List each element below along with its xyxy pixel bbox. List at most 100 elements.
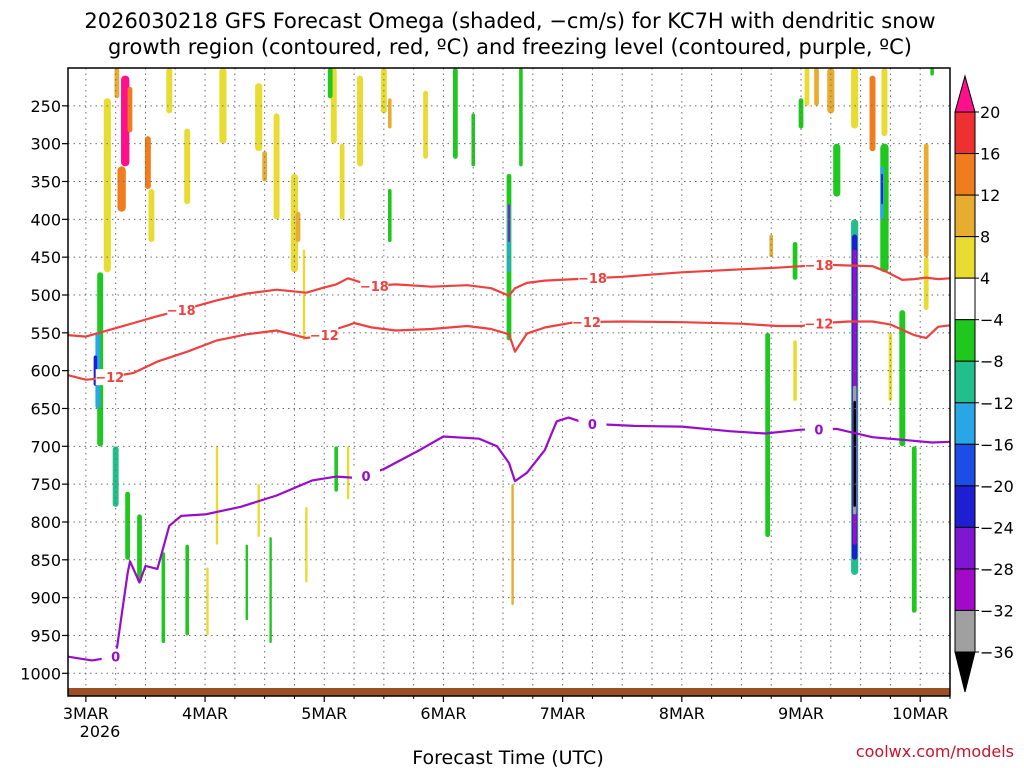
omega-cell-40 [245,544,248,621]
colorbar-label-1: 16 [980,145,1000,164]
omega-cell-4 [103,98,111,273]
freezing-level-label-1: 0 [361,470,370,485]
freezing-level-line [67,416,951,662]
grid-lines [68,68,951,696]
omega-cell-11 [262,151,268,182]
plot-background [68,68,950,696]
x-axis: 3MAR 4MAR 5MAR 6MAR 7MAR 8MAR 9MAR 10MAR [63,696,951,723]
y-tick-label-800: 800 [30,513,61,532]
y-tick-label-250: 250 [30,97,61,116]
colorbar-segment-9 [954,443,976,487]
dgz-bottom-label-2: −12 [572,316,601,331]
dgz-bottom-label-bg-3 [804,315,833,332]
dgz-bottom-label-bg-1 [310,327,339,344]
omega-cell-44 [334,446,338,492]
omega-cell-49 [792,242,798,280]
dgz-top-label-bg-2 [578,270,607,287]
y-tick-label-900: 900 [30,589,61,608]
omega-cell-14 [295,211,301,243]
y-tick-label-750: 750 [30,475,61,494]
omega-cell-45 [346,446,350,500]
dgz-top-label-bg-1 [360,277,389,294]
dgz-top-label-3: −18 [804,259,833,274]
omega-cell-57 [881,68,888,137]
colorbar-label-4: 4 [980,269,990,288]
x-tick-label-4MAR: 4MAR [182,704,228,723]
omega-cell-7 [166,68,173,114]
x-axis-label: Forecast Time (UTC) [412,747,603,768]
omega-cell-34 [125,491,130,560]
y-tick-label-600: 600 [30,362,61,381]
colorbar-segment-6 [954,319,976,362]
omega-cell-36 [161,552,166,644]
x-tick-label-7MAR: 7MAR [540,704,586,723]
freezing-level-label-bg-3 [804,421,833,438]
colorbar-label-8: −16 [980,435,1014,454]
y-tick-label-350: 350 [30,172,61,191]
omega-cell-16 [339,143,345,220]
omega-cell-72 [888,332,893,401]
colorbar-label-13: −36 [980,643,1014,662]
omega-cell-48 [769,234,774,258]
chart-title-line2: growth region (contoured, red, ºC) and f… [108,35,912,59]
x-tick-label-10MAR: 10MAR [892,704,948,723]
omega-cell-51 [814,68,819,106]
plot-area: −12 −12 −12 −12 −18 −18 −18 −18 0 0 0 0 [67,67,951,697]
omega-cell-50 [804,68,810,106]
colorbar-segment-7 [954,360,976,404]
omega-cell-35 [137,514,142,583]
dgz-top-line [67,263,951,338]
omega-cell-3 [114,68,120,99]
omega-cell-19 [388,98,392,129]
omega-cell-22 [388,189,392,243]
y-tick-label-1000: 1000 [20,664,61,683]
omega-cell-12 [273,113,280,220]
omega-cell-37 [185,544,189,636]
omega-cell-43 [305,506,308,583]
colorbar-label-2: 12 [980,186,1000,205]
colorbar-segment-11 [954,526,976,570]
dgz-top-label-0: −18 [167,304,196,319]
colorbar-label-5: −4 [980,311,1004,330]
plot-frame [67,67,951,697]
omega-cell-69 [923,143,929,258]
colorbar-label-11: −28 [980,560,1014,579]
omega-cell-47 [765,332,771,538]
omega-cell-8 [184,128,191,205]
freezing-level-label-bg-0 [101,648,130,665]
colorbar-label-12: −32 [980,601,1014,620]
credit-link[interactable]: coolwx.com/models [856,742,1014,761]
colorbar-segment-4 [954,236,976,279]
dgz-bottom-label-3: −12 [804,318,833,333]
colorbar-label-9: −20 [980,477,1014,496]
omega-cell-61 [881,173,883,205]
omega-cell-17 [357,75,363,167]
year-label: 2026 [80,722,121,741]
y-tick-label-450: 450 [30,248,61,267]
omega-cell-66 [853,400,856,507]
omega-cell-5 [144,136,151,190]
omega-cell-2 [127,86,133,133]
colorbar-label-7: −12 [980,394,1014,413]
freezing-level-label-bg-2 [578,415,607,432]
omega-cell-23 [452,68,458,159]
omega-cell-54 [851,68,859,129]
terrain-strip [68,688,950,696]
freezing-level-label-0: 0 [111,651,120,666]
dgz-bottom-label-1: −12 [310,329,339,344]
dgz-top-label-2: −18 [578,272,607,287]
colorbar-label-6: −8 [980,352,1004,371]
y-tick-label-400: 400 [30,210,61,229]
omega-cell-68 [899,310,906,447]
y-tick-label-650: 650 [30,399,61,418]
omega-cell-42 [257,484,260,538]
dgz-top-label-bg-3 [804,257,833,274]
chart-title-line1: 2026030218 GFS Forecast Omega (shaded, −… [84,9,935,33]
y-axis: 250 300 350 400 450 500 550 600 650 700 750 800 850 9… [20,97,68,683]
x-tick-label-8MAR: 8MAR [659,704,705,723]
x-tick-label-6MAR: 6MAR [420,704,466,723]
colorbar-segment-3 [954,194,976,238]
x-tick-label-9MAR: 9MAR [778,704,824,723]
temperature-contours: −12 −12 −12 −12 −18 −18 −18 −18 0 0 0 0 [67,257,951,666]
omega-cell-67 [911,446,917,613]
